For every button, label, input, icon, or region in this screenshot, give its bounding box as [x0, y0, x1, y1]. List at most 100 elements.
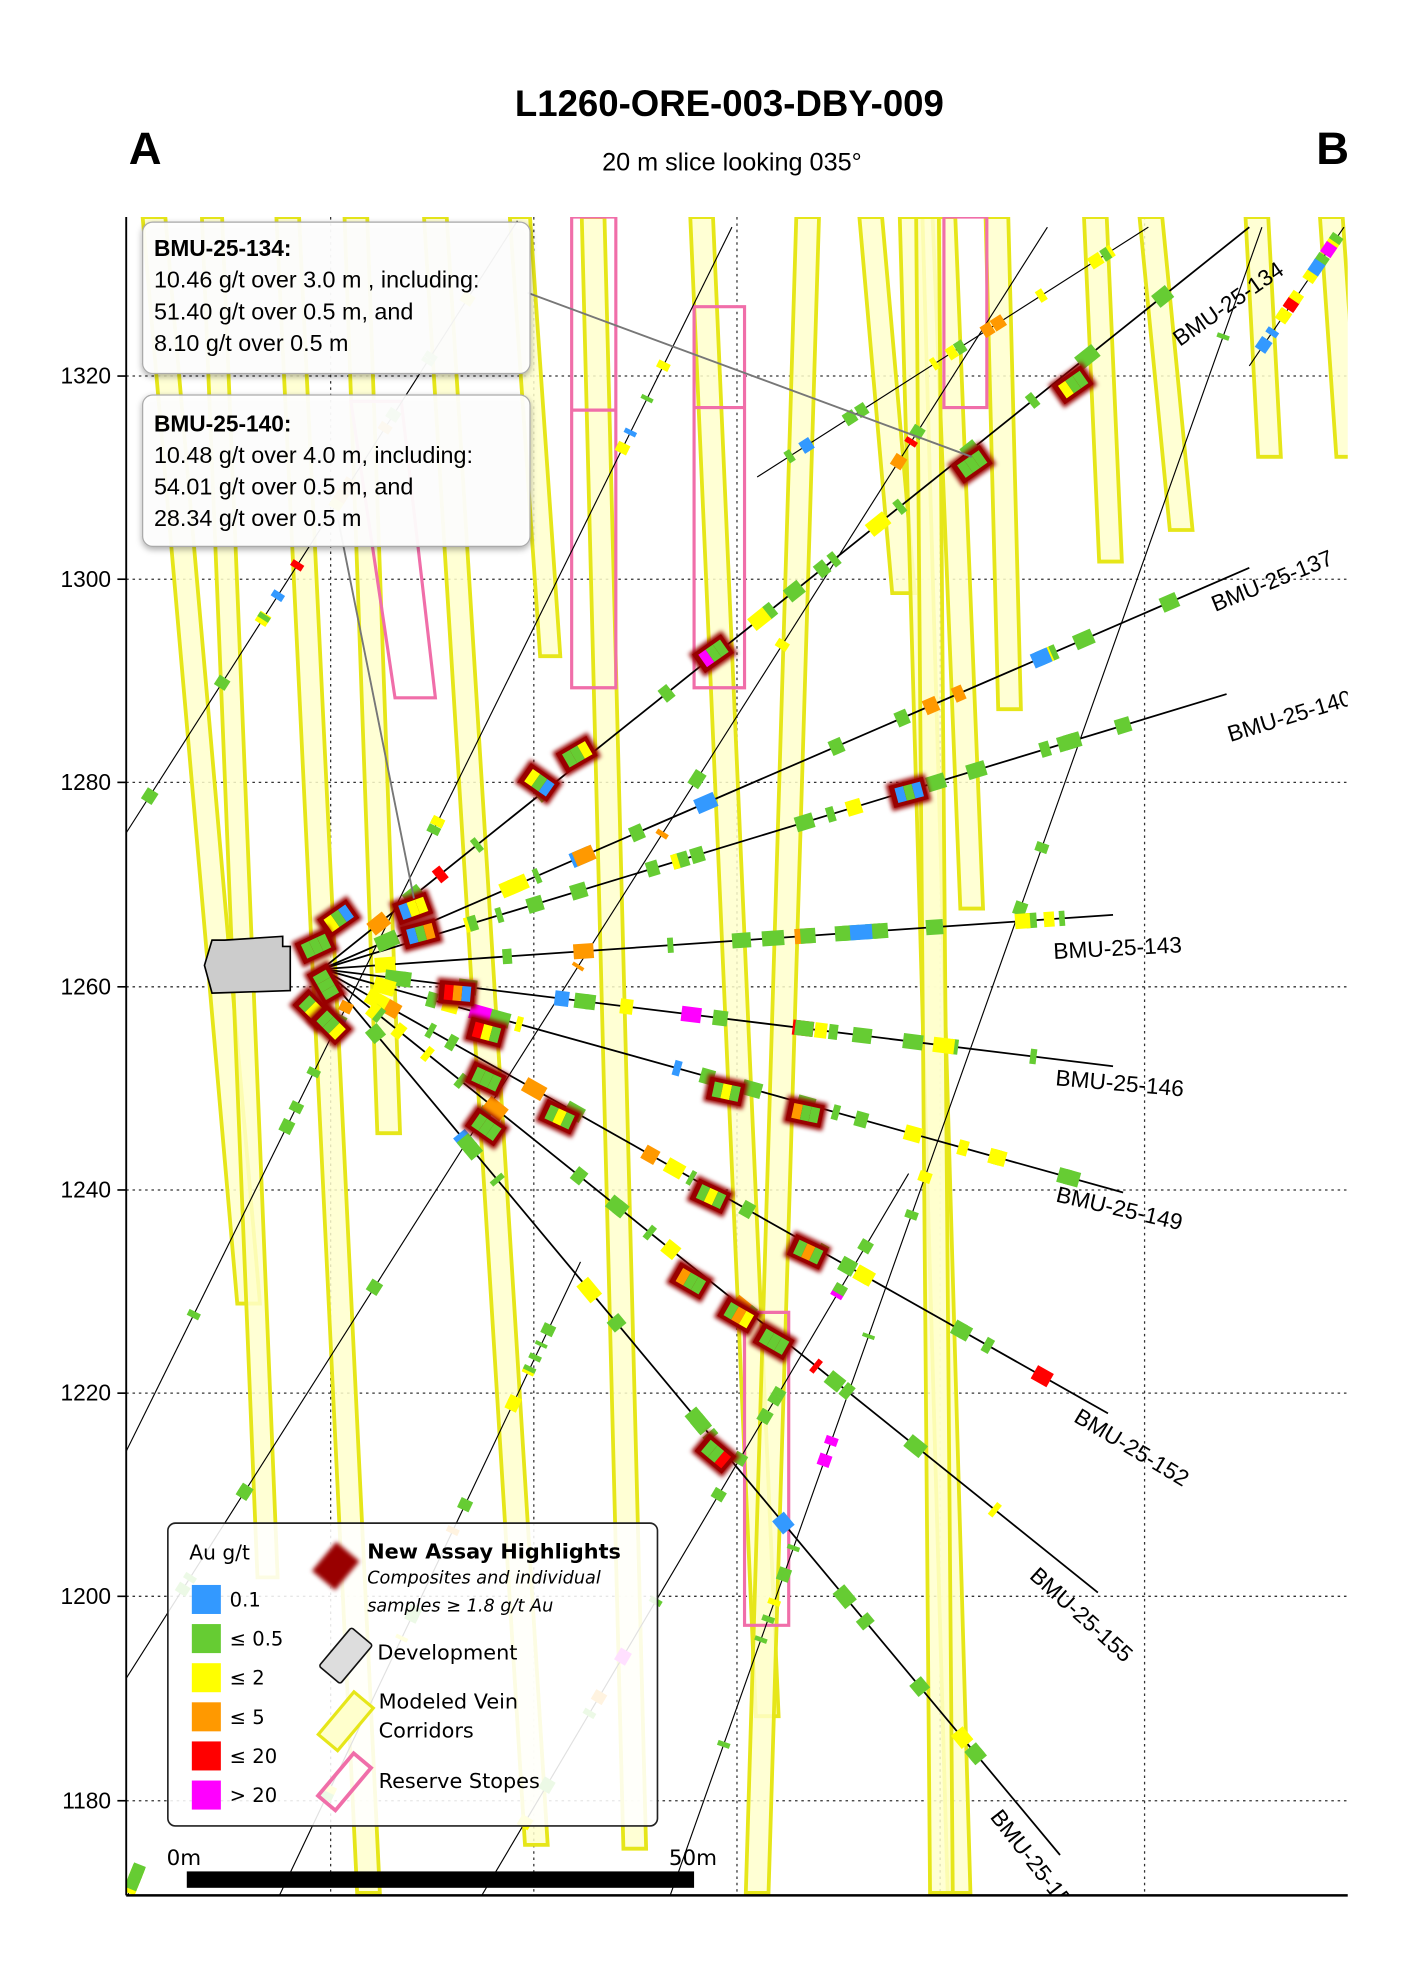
- assay-sample: [1113, 716, 1133, 735]
- assay-sample: [1030, 1365, 1054, 1388]
- assay-sample: [852, 1264, 873, 1285]
- assay-sample: [849, 923, 873, 941]
- assay-sample: [671, 1059, 683, 1077]
- assay-sample: [270, 589, 286, 603]
- assay-highlight-sample: [452, 985, 463, 1002]
- assay-sample: [793, 812, 816, 833]
- assay-highlight-sample: [552, 1108, 567, 1126]
- vein-corridor: [274, 217, 382, 1895]
- assay-sample: [1014, 913, 1031, 930]
- assay-sample: [644, 859, 661, 878]
- callout-line: 54.01 g/t over 0.5 m, and: [154, 474, 413, 500]
- assay-sample: [1038, 740, 1053, 758]
- assay-highlight: [552, 732, 602, 777]
- assay-highlight: [514, 759, 564, 806]
- reserve-stope: [742, 1310, 791, 1627]
- assay-sample: [690, 1413, 711, 1434]
- assay-sample: [1043, 911, 1055, 928]
- assay-sample: [693, 791, 719, 815]
- assay-highlight: [691, 1430, 740, 1478]
- assay-highlight-sample: [544, 1104, 559, 1123]
- assay-sample: [419, 1045, 435, 1063]
- assay-sample: [306, 1066, 322, 1079]
- assay-sample: [827, 736, 846, 757]
- assay-sample: [685, 1170, 698, 1186]
- assay-highlight-sample: [791, 1102, 803, 1120]
- legend-grade-swatch: [191, 1702, 221, 1732]
- y-tick-label: 1280: [61, 769, 112, 795]
- assay-sample: [710, 1486, 727, 1503]
- assay-sample: [949, 1319, 969, 1339]
- assay-sample: [619, 998, 634, 1015]
- callouts: BMU-25-134: 10.46 g/t over 3.0 m , inclu…: [141, 221, 973, 899]
- assay-sample: [1216, 332, 1230, 341]
- assay-highlight-sample: [700, 1439, 718, 1458]
- assay-sample: [364, 1023, 387, 1045]
- assay-highlight-sample: [461, 986, 472, 1002]
- assay-sample: [989, 314, 1008, 332]
- legend-grade-label: ≤ 20: [230, 1745, 277, 1768]
- assay-highlight: [397, 915, 444, 953]
- assay-sample: [1034, 840, 1050, 855]
- assay-highlight: [291, 925, 340, 968]
- assay-sample: [623, 427, 638, 438]
- assay-highlight-sample: [328, 1022, 346, 1040]
- assay-sample: [956, 1139, 970, 1157]
- callout-bmu-25-140: BMU-25-140: 10.48 g/t over 4.0 m, includ…: [141, 394, 531, 548]
- assay-highlight-sample: [323, 914, 340, 933]
- assay-sample: [824, 805, 837, 823]
- assay-highlight: [1048, 361, 1098, 408]
- assay-sample: [390, 1022, 408, 1041]
- legend-grade-swatch: [191, 1780, 221, 1810]
- assay-sample: [666, 937, 674, 953]
- assay-highlight-sample: [478, 1118, 495, 1136]
- assay-sample: [987, 1501, 1002, 1518]
- assay-highlight-sample: [298, 995, 316, 1013]
- assay-highlight-sample: [1072, 370, 1089, 389]
- assay-highlight-sample: [538, 779, 555, 797]
- assay-sample: [571, 844, 597, 867]
- assay-sample: [904, 1209, 919, 1221]
- assay-sample: [235, 1482, 254, 1502]
- assay-sample: [1328, 231, 1344, 246]
- highlight-swatch-icon: [311, 1541, 360, 1591]
- stope-swatch-icon: [315, 1750, 374, 1814]
- assay-highlight-sample: [703, 1187, 719, 1206]
- assay-highlight-sample: [720, 1083, 733, 1101]
- legend-grade-label: ≤ 0.5: [230, 1628, 284, 1651]
- drillhole-label: BMU-25-140: [1224, 684, 1355, 746]
- assay-highlight-sample: [714, 1451, 732, 1469]
- assay-highlight: [783, 1230, 832, 1273]
- callout-hole: BMU-25-134:: [154, 235, 292, 261]
- assay-sample: [950, 1726, 974, 1749]
- assay-highlight: [686, 1175, 735, 1218]
- assay-sample: [1012, 900, 1029, 917]
- drillhole-label: BMU-25-152: [1070, 1403, 1194, 1492]
- assay-sample: [466, 914, 480, 932]
- assay-highlight-sample: [712, 639, 729, 657]
- assay-sample: [364, 1001, 382, 1020]
- assay-sample: [669, 853, 681, 870]
- assay-sample: [680, 1005, 702, 1024]
- assay-sample: [1313, 251, 1330, 268]
- assay-sample: [373, 929, 401, 953]
- drillhole-label: BMU-25-143: [1053, 931, 1183, 964]
- assay-sample: [569, 1166, 589, 1186]
- assay-sample: [837, 1255, 859, 1277]
- drillhole-label: BMU-25-155: [1025, 1562, 1138, 1667]
- vein-corridor: [983, 217, 1023, 712]
- assay-sample: [892, 498, 908, 515]
- assay-sample: [186, 1308, 201, 1321]
- assay-sample: [917, 1169, 933, 1185]
- assay-sample: [827, 1023, 839, 1041]
- assay-highlights: [288, 361, 1098, 1478]
- assay-sample: [611, 1200, 630, 1219]
- assay-sample: [213, 674, 231, 691]
- assay-sample: [627, 823, 647, 843]
- assay-sample: [813, 1022, 828, 1039]
- callout-line: 28.34 g/t over 0.5 m: [154, 505, 361, 531]
- assay-sample: [1024, 392, 1041, 409]
- assay-sample: [893, 708, 911, 728]
- assay-sample: [767, 1597, 782, 1608]
